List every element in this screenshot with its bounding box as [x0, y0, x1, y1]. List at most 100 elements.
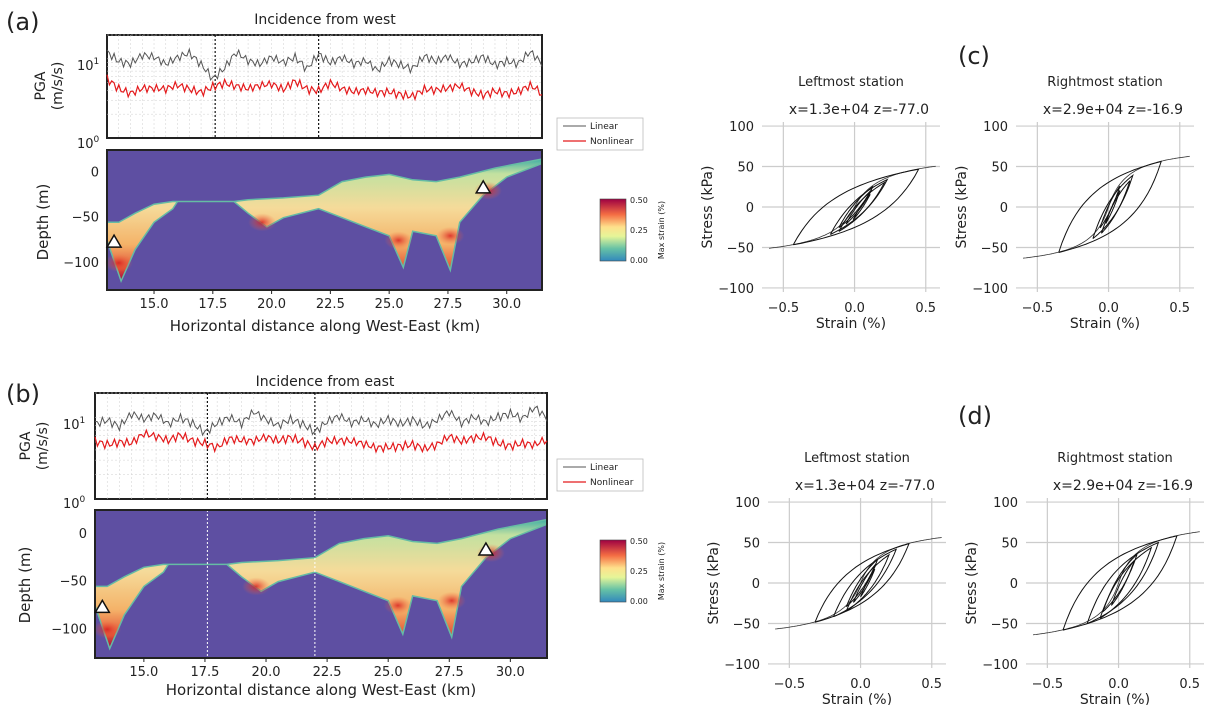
- pga-frame-a: [106, 34, 543, 139]
- pga-grid-a: [107, 34, 542, 138]
- hysteresis-loop: [852, 194, 871, 221]
- pga-ytick-1-b: 100: [63, 495, 86, 512]
- xtick-label: 22.5: [313, 665, 342, 680]
- legend-frame-a: [556, 117, 644, 151]
- hysteresis-loop: [852, 563, 877, 603]
- colorbar-gradient-b: [599, 539, 627, 603]
- panel-label-c: (c): [958, 42, 990, 70]
- panel-label-d: (d): [958, 402, 992, 430]
- ytick-label: −100: [982, 658, 1018, 673]
- colorbar-tick-min-a: 0.00: [630, 256, 648, 265]
- pga-ytick-10-b: 101: [63, 416, 85, 433]
- hysteresis-suptitle: Rightmost station: [1047, 75, 1163, 90]
- xtick-label: −0.5: [1022, 301, 1054, 316]
- xtick-label: 22.5: [316, 297, 345, 312]
- pga-ytick-1-a: 100: [77, 135, 100, 152]
- ytick-label: 0: [1010, 577, 1018, 592]
- pga-ylabel-a: PGA: [33, 71, 49, 100]
- hysteresis-loop: [845, 558, 879, 608]
- xtick-label: 15.0: [140, 297, 169, 312]
- hysteresis-title: x=2.9e+04 z=-16.9: [1043, 102, 1183, 118]
- hysteresis-xlabel: Strain (%): [1080, 692, 1150, 705]
- ytick-label: −50: [991, 617, 1018, 632]
- pga-line-nonlinear-b: [94, 428, 548, 454]
- ytick-label: −100: [63, 256, 99, 271]
- xtick-label: 0.5: [921, 677, 942, 692]
- legend-b: Linear Nonlinear: [556, 458, 644, 492]
- colorbar-label-b: Max strain (%): [657, 542, 666, 600]
- panel-label-b: (b): [6, 380, 40, 408]
- hysteresis-title: x=1.3e+04 z=-77.0: [795, 478, 935, 494]
- xtick-label: 27.5: [433, 297, 462, 312]
- panel-label-a: (a): [6, 8, 39, 36]
- hysteresis-suptitle: Rightmost station: [1057, 451, 1173, 466]
- pga-grid-b: [95, 392, 547, 499]
- colorbar-label-a: Max strain (%): [657, 201, 666, 259]
- ytick-label: 50: [1001, 537, 1018, 552]
- colorbar-a: 0.50 0.25 0.00 Max strain (%): [599, 196, 666, 265]
- xtick-label: 20.0: [257, 297, 286, 312]
- pga-ytick-10-a: 101: [77, 57, 99, 74]
- hysteresis-c-right: Rightmost station x=2.9e+04 z=-16.9 −0.5 0.…: [954, 75, 1194, 332]
- strain-frame-a: [106, 149, 543, 291]
- colorbar-tick-mid-b: 0.25: [630, 567, 648, 576]
- strain-hotspot: [436, 226, 465, 245]
- strain-hotspot: [384, 231, 413, 250]
- hysteresis-xlabel: Strain (%): [1070, 316, 1140, 332]
- pga-title-a: Incidence from west: [254, 12, 396, 28]
- hysteresis-loop: [860, 568, 876, 598]
- colorbar-tick-max-b: 0.50: [630, 537, 648, 546]
- strain-hotspot: [383, 596, 412, 615]
- ytick-label: 100: [729, 120, 754, 135]
- strain-hotspot: [248, 213, 277, 232]
- hysteresis-loop: [1099, 546, 1153, 619]
- hysteresis-d-left: Leftmost station x=1.3e+04 z=-77.0 −0.5 0.0…: [706, 451, 946, 705]
- pga-panel-a: Incidence from west 101 100 PGA (m/s/s): [33, 12, 543, 152]
- strain-hotspot: [242, 577, 271, 596]
- legend-frame-b: [556, 458, 644, 492]
- hysteresis-loop: [829, 178, 889, 235]
- pga-title-b: Incidence from east: [256, 374, 395, 390]
- pga-frame-b: [94, 392, 548, 500]
- ytick-label: 0: [79, 527, 87, 542]
- pga-vlines-b: [206, 393, 316, 499]
- ytick-label: −50: [727, 241, 754, 256]
- hysteresis-ylabel: Stress (kPa): [706, 542, 722, 625]
- ytick-label: −50: [60, 575, 87, 590]
- ytick-label: −50: [981, 241, 1008, 256]
- legend-linear-label-a: Linear: [590, 122, 618, 132]
- legend-a: Linear Nonlinear: [556, 117, 644, 151]
- hysteresis-ylabel: Stress (kPa): [964, 542, 980, 625]
- xtick-label: 0.5: [915, 301, 936, 316]
- hysteresis-loop: [1092, 173, 1134, 239]
- pga-panel-b: Incidence from east 101 100 PGA (m/s/s): [18, 374, 548, 512]
- xtick-label: −0.5: [774, 677, 806, 692]
- strain-xlabel-b: Horizontal distance along West-East (km): [166, 681, 476, 699]
- colorbar-b: 0.50 0.25 0.00 Max strain (%): [599, 537, 666, 606]
- xtick-label: 0.5: [1179, 677, 1200, 692]
- ytick-label: 0: [752, 577, 760, 592]
- hysteresis-loop: [845, 553, 891, 612]
- ytick-label: 100: [993, 496, 1018, 511]
- ytick-label: −50: [72, 211, 99, 226]
- strain-ylabel-b: Depth (m): [16, 547, 34, 624]
- strain-frame-b: [94, 509, 548, 659]
- hysteresis-loop: [792, 168, 920, 246]
- ytick-label: 100: [735, 496, 760, 511]
- legend-nonlinear-label-a: Nonlinear: [590, 137, 634, 147]
- station-right-marker: [474, 179, 492, 194]
- hysteresis-loop: [845, 189, 873, 225]
- hysteresis-xlabel: Strain (%): [822, 692, 892, 705]
- hysteresis-loop: [1105, 190, 1121, 224]
- backbone-curve: [775, 537, 942, 630]
- ytick-label: −100: [718, 282, 754, 297]
- xtick-label: 30.0: [496, 665, 525, 680]
- xtick-label: 20.0: [252, 665, 281, 680]
- strain-xlabel-a: Horizontal distance along West-East (km): [170, 317, 480, 335]
- strain-panel-a: 15.0 17.5 20.0 22.5 25.0 27.5 30.0 0 −50 −100 De…: [34, 149, 543, 335]
- hysteresis-loop: [1058, 160, 1162, 253]
- strain-vlines-b: [206, 510, 316, 658]
- xtick-label: 15.0: [129, 665, 158, 680]
- hysteresis-xlabel: Strain (%): [816, 316, 886, 332]
- ytick-label: 100: [983, 120, 1008, 135]
